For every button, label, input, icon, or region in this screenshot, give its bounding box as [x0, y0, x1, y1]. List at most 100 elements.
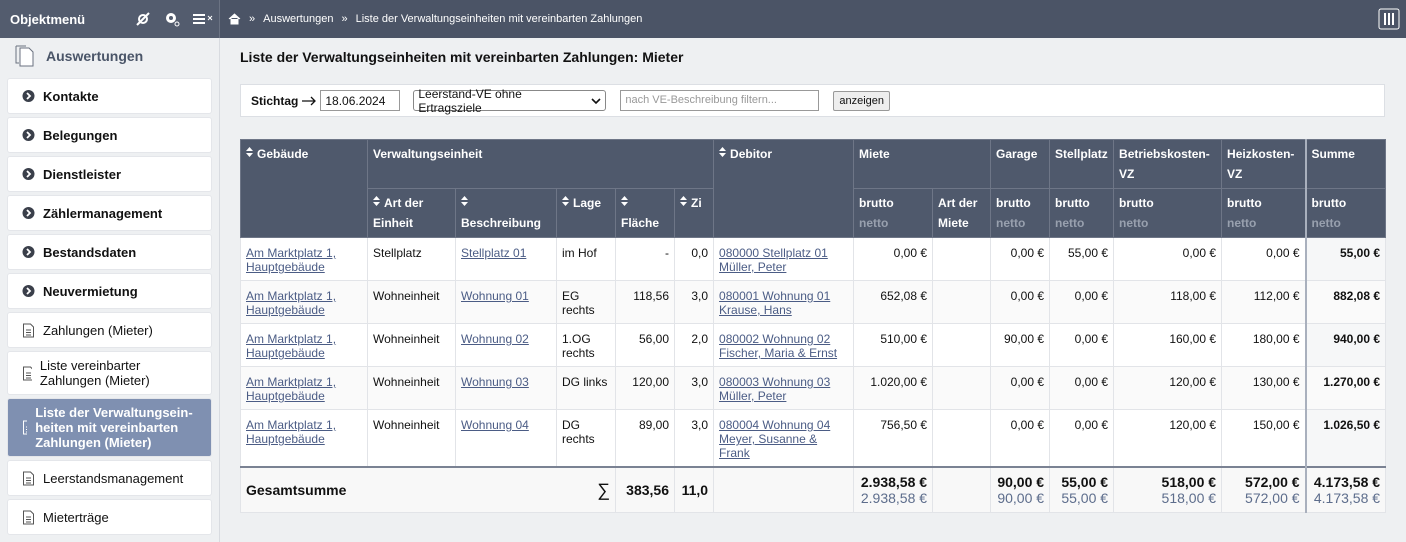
cell-beschreibung: Stellplatz 01 — [455, 237, 557, 281]
nav-group[interactable]: Kontakte — [8, 79, 211, 113]
menu-icon[interactable] — [192, 11, 214, 27]
cell-art-miete — [932, 237, 992, 281]
column-header: Garage — [990, 139, 1051, 189]
nav-group[interactable]: Bestandsdaten — [8, 235, 211, 269]
link[interactable]: Wohnung 01 — [461, 289, 529, 303]
cell-text: 0,00 € — [1074, 289, 1109, 303]
debitor-link[interactable]: Müller, Peter — [719, 260, 787, 274]
search-input[interactable]: nach VE-Beschreibung filtern... — [620, 90, 820, 111]
sidebar: Auswertungen Kontakte Belegungen Dienstlei… — [0, 38, 220, 542]
nav-page[interactable]: Leerstandsmanagement — [8, 461, 211, 495]
debitor-link[interactable]: Fischer, Maria & Ernst — [719, 346, 838, 360]
link[interactable]: Stellplatz 01 — [461, 246, 527, 260]
column-header-label[interactable]: Fläche — [621, 216, 660, 230]
cell-text: 0,00 € — [1074, 375, 1109, 389]
link[interactable]: Wohnung 02 — [461, 332, 529, 346]
total-value: 11,0 — [681, 482, 709, 498]
debitor-link[interactable]: Meyer, Susanne & Frank — [719, 432, 818, 460]
cell-art-miete — [932, 409, 992, 468]
cell-text: 130,00 € — [1252, 375, 1300, 389]
nav-page[interactable]: Liste der Verwaltungsein-heiten mit vere… — [8, 399, 211, 456]
column-header-label[interactable]: Gebäude — [257, 147, 309, 161]
cell-text: 756,50 € — [880, 418, 928, 432]
visibility-icon[interactable] — [135, 11, 153, 27]
settings-icon[interactable] — [164, 11, 180, 27]
column-header-label: brutto — [1227, 196, 1262, 210]
home-icon[interactable] — [228, 13, 241, 25]
show-button[interactable]: anzeigen — [833, 90, 890, 111]
sort-icon — [621, 196, 628, 206]
cell-flaeche: 56,00 — [615, 323, 675, 367]
filter-label: Stichtag — [251, 93, 299, 108]
sidebar-section-title: Auswertungen — [46, 48, 144, 64]
column-header: Lage — [556, 188, 616, 238]
cell-text: 0,00 € — [893, 246, 928, 260]
breadcrumb-separator: » — [249, 13, 256, 25]
cell-debitor: 080001 Wohnung 01 Krause, Hans — [713, 280, 855, 324]
total-label-wrap: Gesamtsumme ∑ — [246, 481, 610, 499]
column-header-label[interactable]: Beschreibung — [461, 216, 542, 230]
column-header: Fläche — [615, 188, 675, 238]
debitor-link[interactable]: 080003 Wohnung 03 — [719, 375, 831, 389]
nav-group[interactable]: Zählermanagement — [8, 196, 211, 230]
nav-group-label: Bestandsdaten — [43, 244, 137, 260]
debitor-link[interactable]: 080000 Stellplatz 01 — [719, 246, 828, 260]
link[interactable]: Am Marktplatz 1, Hauptgebäude — [246, 332, 337, 360]
debitor-link[interactable]: 080004 Wohnung 04 — [719, 418, 831, 432]
doc-icon — [23, 510, 34, 524]
link[interactable]: Wohnung 03 — [461, 375, 529, 389]
column-header: brutto netto — [853, 188, 934, 238]
cell-stellplatz: 0,00 € — [1049, 409, 1115, 468]
cell-garage: 0,00 € — [990, 237, 1051, 281]
column-header-label: brutto — [1119, 196, 1154, 210]
debitor-link[interactable]: Krause, Hans — [719, 303, 792, 317]
total-netto: 4.173,58 € — [1313, 490, 1381, 506]
nav-group[interactable]: Neuvermietung — [8, 274, 211, 308]
total-brutto: 572,00 € — [1245, 474, 1300, 490]
doc-icon — [23, 420, 28, 435]
column-header: brutto netto — [1304, 188, 1387, 238]
nav-group[interactable]: Belegungen — [8, 118, 211, 152]
cell-garage: 0,00 € — [990, 409, 1051, 468]
nav-page-label: Zahlungen (Mieter) — [43, 322, 153, 338]
sort-icon — [373, 196, 380, 206]
debitor-link[interactable]: Müller, Peter — [719, 389, 787, 403]
nav-page[interactable]: Mieterträge — [8, 500, 211, 534]
column-header: Stellplatz — [1049, 139, 1115, 189]
cell-text: 56,00 — [638, 332, 669, 346]
layout-toggle[interactable] — [1378, 8, 1400, 30]
link[interactable]: Am Marktplatz 1, Hauptgebäude — [246, 418, 337, 446]
page-title: Liste der Verwaltungseinheiten mit verei… — [240, 49, 684, 65]
cell-heizkosten: 0,00 € — [1221, 237, 1307, 281]
cell-text: 0,00 € — [1010, 375, 1045, 389]
link[interactable]: Am Marktplatz 1, Hauptgebäude — [246, 246, 337, 274]
link[interactable]: Am Marktplatz 1, Hauptgebäude — [246, 289, 337, 317]
select-value: Leerstand-VE ohne Ertragsziele — [418, 86, 522, 115]
column-header: Debitor — [713, 139, 855, 238]
cell-text: 510,00 € — [880, 332, 928, 346]
breadcrumb-item[interactable]: Auswertungen — [263, 13, 334, 25]
column-header-label[interactable]: Debitor — [730, 147, 773, 161]
nav-page[interactable]: Liste vereinbarter Zahlungen (Mieter) — [8, 352, 211, 394]
column-header-label: Art der Miete — [938, 196, 978, 230]
cell-gebaeude: Am Marktplatz 1, Hauptgebäude — [240, 237, 368, 281]
nav-page[interactable]: Zahlungen (Mieter) — [8, 313, 211, 347]
column-header-label[interactable]: Lage — [573, 196, 602, 210]
cell-text: 2,0 — [691, 332, 709, 346]
column-header: Art der Einheit — [367, 188, 456, 238]
column-header: Betriebskosten-VZ — [1113, 139, 1223, 189]
column-header: Gebäude — [240, 139, 368, 238]
cell-betriebskosten: 0,00 € — [1113, 237, 1223, 281]
nav-group[interactable]: Dienstleister — [8, 157, 211, 191]
breadcrumb-item[interactable]: Liste der Verwaltungseinheiten mit verei… — [355, 13, 643, 25]
select-filter[interactable]: Leerstand-VE ohne Ertragsziele — [413, 87, 607, 115]
link[interactable]: Am Marktplatz 1, Hauptgebäude — [246, 375, 337, 403]
debitor-link[interactable]: 080001 Wohnung 01 — [719, 289, 831, 303]
column-header-label: Verwaltungseinheit — [373, 147, 483, 161]
link[interactable]: Wohnung 04 — [461, 418, 529, 432]
column-header-label[interactable]: Zi — [691, 196, 702, 210]
cell-garage: 90,00 € — [990, 323, 1051, 367]
debitor-link[interactable]: 080002 Wohnung 02 — [719, 332, 831, 346]
date-input[interactable]: 18.06.2024 — [320, 90, 401, 111]
